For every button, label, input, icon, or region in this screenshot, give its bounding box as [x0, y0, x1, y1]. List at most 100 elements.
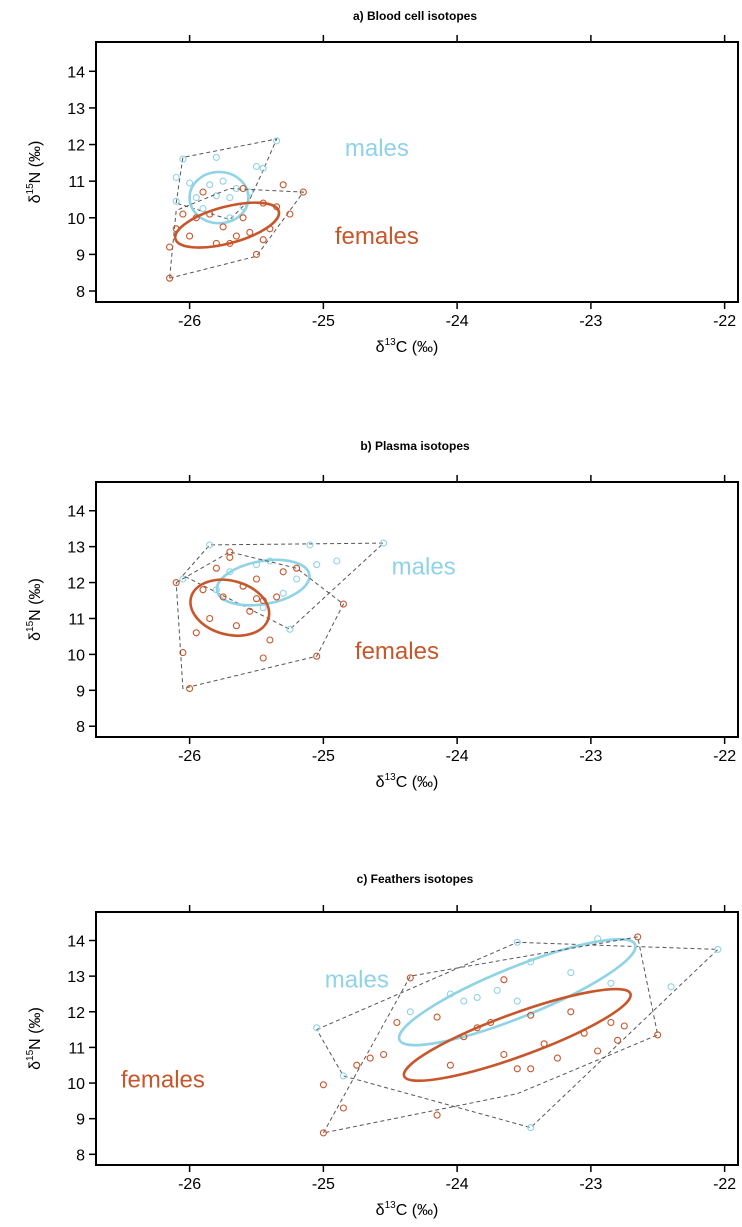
series-males: [313, 935, 722, 1132]
data-point-males: [293, 575, 301, 583]
data-point-males: [286, 625, 294, 633]
data-point-females: [313, 652, 321, 660]
data-point-females: [527, 1065, 535, 1073]
convex-hull-females: [322, 936, 659, 1134]
x-tick-label: -23: [579, 313, 602, 330]
x-tick-label: -25: [312, 748, 335, 765]
data-point-males: [313, 561, 321, 569]
convex-hull-females: [169, 187, 305, 279]
data-point-females: [353, 1061, 361, 1069]
chart-title: a) Blood cell isotopes: [353, 9, 477, 23]
x-tick-label: -26: [178, 748, 201, 765]
chart-title: b) Plasma isotopes: [360, 439, 470, 453]
x-tick-label: -25: [312, 1176, 335, 1193]
data-point-males: [179, 575, 187, 583]
data-point-males: [406, 1008, 414, 1016]
data-point-females: [192, 629, 200, 637]
chart-title: c) Feathers isotopes: [357, 872, 474, 886]
data-point-females: [186, 684, 194, 693]
x-tick-label: -23: [579, 748, 602, 765]
data-point-females: [446, 1061, 454, 1069]
y-axis-label-suffix: N (‰): [27, 578, 44, 621]
series-males: [172, 137, 281, 225]
y-tick-label: 12: [67, 576, 85, 593]
data-point-females: [279, 181, 287, 189]
data-point-females: [339, 1104, 347, 1112]
data-point-females: [179, 649, 187, 657]
y-tick-label: 8: [76, 719, 85, 736]
data-point-females: [172, 579, 180, 587]
data-point-females: [199, 586, 207, 594]
y-tick-label: 12: [67, 138, 85, 155]
data-point-females: [252, 250, 261, 258]
x-axis-label: δ13C (‰): [376, 772, 439, 791]
data-point-females: [166, 243, 174, 251]
y-tick-label: 12: [67, 1005, 85, 1022]
y-tick-label: 9: [76, 683, 85, 700]
data-point-females: [219, 223, 227, 231]
x-tick-label: -24: [446, 313, 469, 330]
y-axis-label-superscript: 15: [25, 620, 36, 632]
plot-area: [313, 933, 722, 1137]
x-axis-label-superscript: 13: [385, 337, 397, 348]
data-point-females: [594, 1047, 602, 1055]
sea-ellipse-females: [189, 578, 271, 637]
data-point-males: [212, 192, 220, 200]
y-tick-label: 9: [76, 247, 85, 264]
series-females: [166, 181, 307, 282]
data-point-males: [607, 979, 615, 987]
data-point-females: [527, 1011, 535, 1019]
data-point-females: [500, 976, 508, 984]
data-point-females: [206, 614, 214, 623]
series-males: [179, 539, 388, 633]
y-axis-label-superscript: 15: [25, 1049, 36, 1061]
data-point-males: [527, 1124, 535, 1132]
y-axis-label-prefix: δ: [27, 194, 44, 203]
y-tick-label: 13: [67, 969, 85, 986]
data-point-males: [513, 997, 521, 1005]
data-point-females: [246, 228, 254, 236]
data-point-males: [306, 541, 314, 549]
sea-ellipse-males: [188, 170, 250, 225]
data-point-males: [313, 1024, 321, 1032]
x-axis-label-prefix: δ: [376, 1202, 385, 1219]
plot-area: [172, 539, 388, 693]
group-label-males: males: [392, 553, 456, 580]
plot-frame: [95, 911, 739, 1166]
x-tick-label: -26: [178, 1176, 201, 1193]
x-axis-label-suffix: C (‰): [396, 339, 439, 356]
y-axis-label-suffix: N (‰): [27, 141, 44, 184]
x-axis-label-prefix: δ: [376, 339, 385, 356]
data-point-males: [513, 938, 521, 946]
data-point-females: [634, 933, 642, 941]
data-point-females: [406, 974, 414, 982]
x-axis-label-suffix: C (‰): [396, 1202, 439, 1219]
data-point-females: [393, 1018, 401, 1027]
data-point-females: [279, 568, 287, 576]
x-axis-label-superscript: 13: [385, 772, 397, 783]
x-axis-label-suffix: C (‰): [396, 774, 439, 791]
plot-area: [166, 137, 307, 282]
data-point-females: [219, 593, 227, 601]
data-point-females: [433, 1111, 441, 1119]
y-axis-label-superscript: 15: [25, 183, 36, 195]
data-point-females: [232, 622, 240, 630]
data-point-males: [186, 179, 194, 187]
data-point-females: [500, 1050, 508, 1059]
data-point-males: [172, 197, 180, 205]
y-tick-label: 13: [67, 101, 85, 118]
data-point-males: [460, 997, 468, 1005]
data-point-females: [293, 564, 301, 572]
sea-ellipse-females: [402, 987, 632, 1083]
data-point-males: [493, 986, 501, 994]
y-tick-label: 14: [67, 64, 85, 81]
sea-ellipse-males: [397, 937, 637, 1047]
data-point-females: [259, 654, 267, 662]
y-tick-label: 10: [67, 211, 85, 228]
convex-hull-males: [316, 941, 720, 1129]
data-point-males: [273, 137, 281, 145]
x-axis-label-prefix: δ: [376, 774, 385, 791]
data-point-females: [567, 1008, 575, 1016]
data-point-males: [279, 589, 287, 597]
series-females: [319, 933, 662, 1137]
